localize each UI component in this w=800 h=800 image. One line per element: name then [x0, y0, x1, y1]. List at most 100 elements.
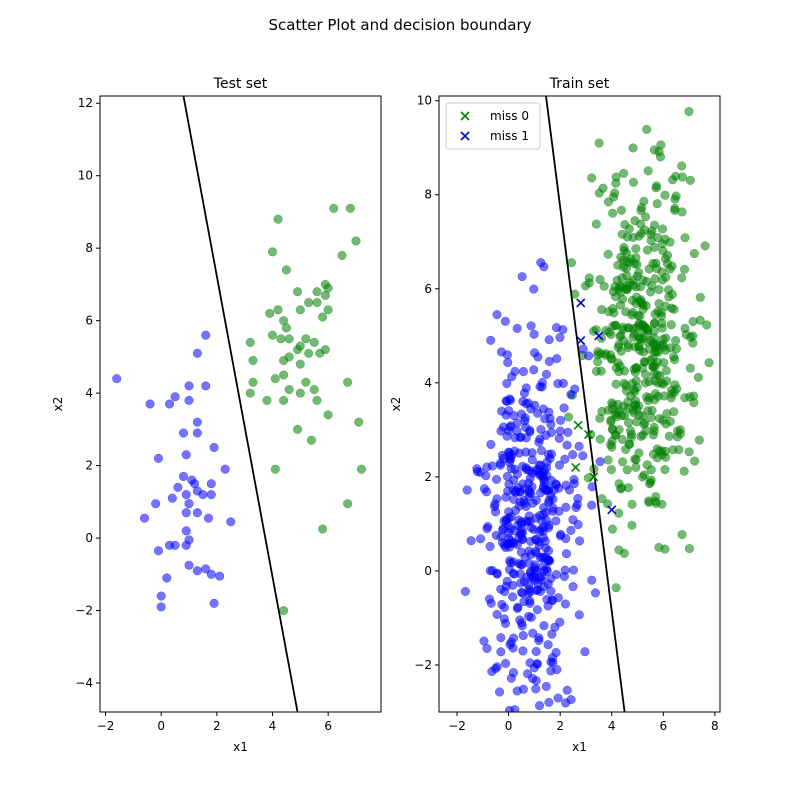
class-0-point [652, 357, 662, 367]
class-0-point [654, 285, 664, 295]
class-1-point [561, 502, 571, 512]
class-1-point [571, 502, 581, 513]
miss-0-marker-stroke-b [573, 420, 583, 430]
class-1-point [534, 537, 544, 547]
legend-miss1-x-stroke-b [460, 131, 470, 141]
class-1-point [534, 437, 544, 447]
decision-boundary [545, 96, 626, 712]
class-0-point [680, 264, 690, 274]
class-0-point [265, 308, 275, 318]
class-1-point [486, 598, 496, 608]
class-0-point [643, 396, 653, 406]
class-1-point [485, 541, 495, 551]
class-0-point [304, 348, 314, 358]
class-0-point [616, 205, 627, 215]
class-0-point [623, 340, 633, 350]
class-1-point [492, 474, 502, 484]
class-0-point [245, 388, 255, 398]
class-1-point [551, 516, 561, 526]
class-1-point [523, 669, 533, 679]
class-1-point [184, 560, 194, 570]
miss-0-marker [571, 462, 581, 473]
class-0-point [593, 357, 603, 367]
y-tick-label: 0 [85, 531, 93, 545]
class-0-point [309, 384, 319, 395]
class-1-point [501, 410, 511, 420]
class-0-point [631, 462, 641, 472]
class-0-point [657, 239, 667, 249]
train-set-frame [438, 95, 721, 713]
class-0-point [634, 319, 644, 329]
y-tick-label: 6 [85, 314, 93, 328]
class-1-point [192, 348, 202, 358]
class-1-point [531, 684, 541, 694]
class-1-point [521, 463, 531, 473]
class-0-point [248, 377, 258, 387]
class-1-point [587, 500, 597, 510]
class-1-point [486, 335, 496, 345]
class-1-point [546, 574, 556, 584]
class-1-point [539, 503, 549, 513]
class-1-point [566, 525, 576, 535]
class-1-point [529, 284, 539, 294]
class-1-point [502, 576, 512, 586]
class-1-point [531, 646, 541, 656]
class-1-point [112, 374, 122, 384]
class-0-point [664, 431, 674, 441]
class-1-point [173, 482, 183, 492]
class-1-point [503, 486, 513, 496]
class-0-point [619, 245, 629, 256]
class-0-point [660, 446, 671, 456]
class-0-point [320, 345, 330, 355]
y-tick-label: −4 [75, 676, 93, 690]
class-0-point [695, 292, 705, 302]
class-1-point [535, 460, 546, 470]
class-0-point [295, 359, 305, 369]
class-1-point [491, 530, 501, 540]
class-1-point [561, 549, 572, 559]
class-0-point [669, 352, 679, 362]
class-0-point [608, 304, 618, 314]
class-1-point [498, 422, 508, 432]
class-1-point [220, 464, 230, 474]
class-0-point [618, 262, 628, 272]
class-1-point [495, 687, 505, 697]
class-1-point [531, 546, 541, 557]
class-1-point [519, 596, 529, 607]
y-tick-label: 12 [78, 96, 93, 110]
class-0-point [661, 333, 671, 343]
class-1-point [534, 635, 544, 646]
class-0-point [608, 425, 618, 435]
class-0-point [641, 369, 651, 379]
class-1-point [574, 610, 584, 620]
class-1-point [559, 571, 569, 581]
class-1-point [500, 587, 510, 597]
class-1-point [509, 475, 519, 485]
class-1-point [548, 494, 558, 504]
miss-0-marker-stroke-b [589, 472, 599, 482]
class-1-point [486, 439, 496, 449]
class-0-point [248, 355, 258, 366]
class-1-point [178, 471, 189, 482]
x-tick-label: 2 [213, 719, 221, 733]
class-0-point [597, 494, 607, 504]
class-0-point [281, 265, 291, 275]
class-0-point [658, 415, 668, 425]
class-0-point [628, 143, 638, 153]
class-0-point [670, 194, 680, 204]
class-1-point [525, 587, 535, 597]
x-tick-label: 4 [608, 719, 616, 733]
miss-1-marker-stroke-b [576, 335, 586, 346]
class-1-point [541, 369, 551, 379]
y-tick-label: 10 [417, 94, 432, 108]
class-0-point [594, 188, 604, 198]
class-1-point [201, 564, 211, 574]
plot-content [112, 96, 367, 712]
class-1-point [472, 467, 482, 477]
class-0-point [640, 378, 650, 388]
class-0-point [679, 466, 689, 476]
class-1-point [165, 399, 175, 409]
class-0-point [593, 347, 603, 357]
class-0-point [684, 106, 694, 117]
class-1-point [553, 693, 563, 703]
